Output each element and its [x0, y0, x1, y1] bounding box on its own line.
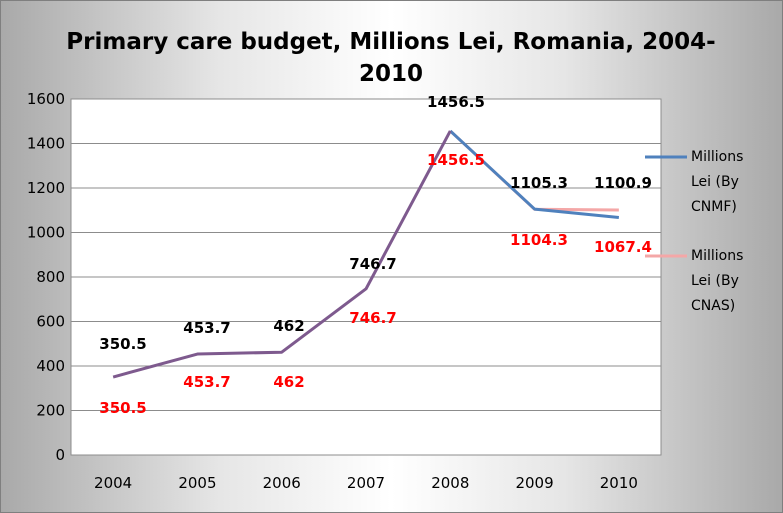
- data-label-black: 350.5: [99, 335, 146, 353]
- chart-title: Primary care budget, Millions Lei, Roman…: [66, 29, 715, 87]
- y-axis-ticks: 0 200 400 600 800 1000 1200 1400 1600: [27, 90, 65, 464]
- series-line-overlap: [112, 130, 452, 379]
- data-label-red: 350.5: [99, 399, 146, 417]
- data-label-black: 462: [273, 317, 304, 335]
- data-label-black: 1100.9: [594, 174, 652, 192]
- x-tick-label: 2005: [178, 474, 216, 492]
- x-tick-label: 2010: [600, 474, 638, 492]
- legend-label: Millions: [691, 248, 743, 264]
- data-label-red: 746.7: [349, 309, 396, 327]
- y-tick-label: 1600: [27, 90, 65, 108]
- y-tick-label: 400: [36, 357, 65, 375]
- x-tick-label: 2008: [431, 474, 469, 492]
- y-tick-label: 600: [36, 313, 65, 331]
- x-tick-label: 2006: [263, 474, 301, 492]
- grid-lines: [71, 143, 661, 411]
- legend: Millions Lei (By CNMF) Millions Lei (By CNAS): [645, 149, 743, 314]
- y-tick-label: 1000: [27, 224, 65, 242]
- legend-label: Lei (By: [691, 273, 739, 289]
- y-tick-label: 200: [36, 402, 65, 420]
- data-label-red: 1104.3: [510, 231, 568, 249]
- data-label-black: 453.7: [183, 319, 230, 337]
- data-label-red: 1456.5: [427, 151, 485, 169]
- data-label-red: 1067.4: [594, 238, 652, 256]
- data-labels: 350.5 453.7 462 746.7 1456.5 1105.3 1100.9 350.…: [99, 93, 652, 417]
- series-line-cnmf: [449, 129, 620, 219]
- y-tick-label: 1400: [27, 135, 65, 153]
- legend-label: Millions: [691, 149, 743, 165]
- series-lines: [112, 129, 620, 379]
- x-tick-label: 2004: [94, 474, 132, 492]
- x-tick-label: 2009: [515, 474, 553, 492]
- legend-item: Millions Lei (By CNMF): [645, 149, 743, 215]
- data-label-black: 746.7: [349, 255, 396, 273]
- legend-item: Millions Lei (By CNAS): [645, 248, 743, 314]
- y-tick-label: 1200: [27, 179, 65, 197]
- data-label-red: 462: [273, 373, 304, 391]
- chart-title-line-2: 2010: [359, 61, 423, 87]
- x-tick-label: 2007: [347, 474, 385, 492]
- y-tick-label: 800: [36, 268, 65, 286]
- legend-label: Lei (By: [691, 174, 739, 190]
- legend-label: CNAS): [691, 298, 735, 314]
- y-tick-label: 0: [55, 446, 65, 464]
- data-label-red: 453.7: [183, 373, 230, 391]
- x-axis-ticks: 2004 2005 2006 2007 2008 2009 2010: [94, 474, 638, 492]
- chart-title-line-1: Primary care budget, Millions Lei, Roman…: [66, 29, 715, 55]
- legend-label: CNMF): [691, 199, 737, 215]
- data-label-black: 1105.3: [510, 174, 568, 192]
- data-label-black: 1456.5: [427, 93, 485, 111]
